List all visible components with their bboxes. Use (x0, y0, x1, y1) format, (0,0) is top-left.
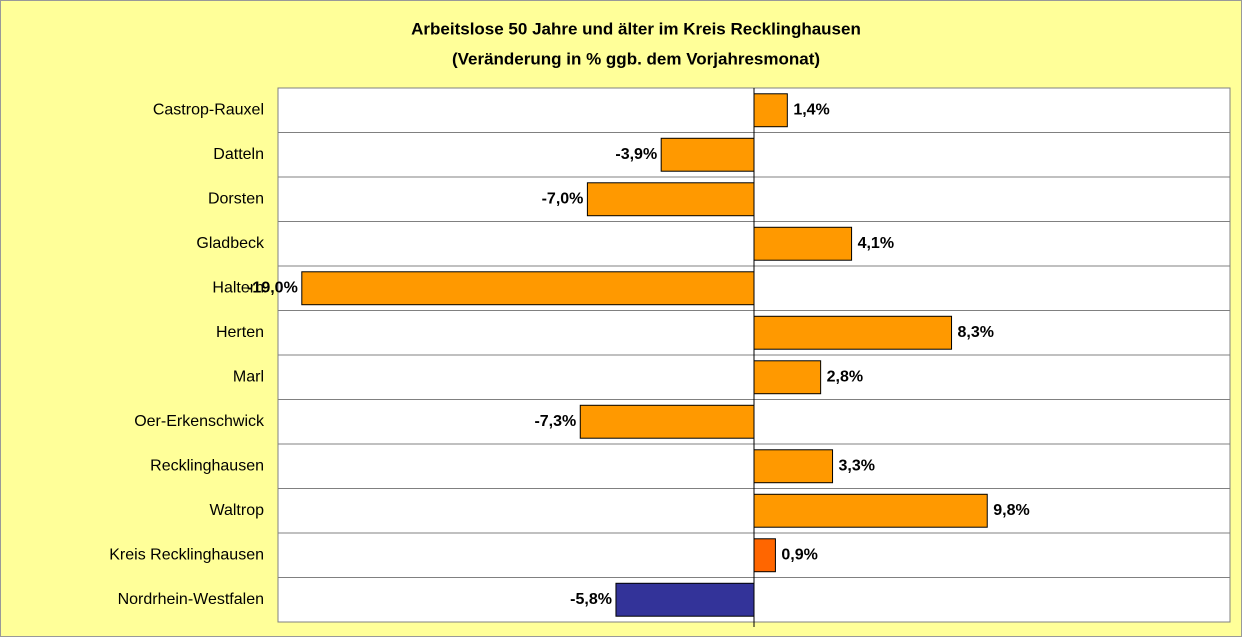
chart-subtitle: (Veränderung in % ggb. dem Vorjahresmona… (452, 49, 820, 68)
category-label: Herten (216, 324, 264, 341)
category-label: Nordrhein-Westfalen (118, 591, 264, 608)
bar (753, 315, 953, 350)
value-label: -5,8% (570, 591, 612, 608)
category-label: Oer-Erkenschwick (134, 413, 265, 430)
value-label: 1,4% (793, 101, 829, 118)
bar (579, 404, 755, 439)
value-label: 3,3% (839, 457, 875, 474)
chart-title: Arbeitslose 50 Jahre und älter im Kreis … (411, 19, 861, 38)
bar (301, 271, 755, 306)
category-label: Castrop-Rauxel (153, 101, 264, 118)
value-label: 0,9% (781, 546, 817, 563)
bar (615, 582, 755, 617)
category-label: Dorsten (208, 190, 264, 207)
value-label: -7,0% (542, 190, 584, 207)
value-label: 8,3% (958, 324, 994, 341)
value-label: -7,3% (534, 413, 576, 430)
value-label: 2,8% (827, 368, 863, 385)
bar (660, 137, 755, 172)
category-label: Haltern (212, 279, 264, 296)
bar (753, 493, 988, 528)
value-label: -19,0% (247, 279, 298, 296)
bar (753, 538, 776, 573)
bar (586, 182, 755, 217)
category-label: Kreis Recklinghausen (109, 546, 264, 563)
value-label: 9,8% (993, 502, 1029, 519)
category-label: Marl (233, 368, 264, 385)
category-label: Waltrop (209, 502, 264, 519)
category-label: Recklinghausen (150, 457, 264, 474)
value-label: 4,1% (858, 235, 894, 252)
bar (753, 93, 788, 128)
bar (753, 226, 853, 261)
bar (753, 360, 822, 395)
value-label: -3,9% (615, 146, 657, 163)
category-label: Gladbeck (196, 235, 265, 252)
bar (753, 449, 834, 484)
category-label: Datteln (213, 146, 264, 163)
